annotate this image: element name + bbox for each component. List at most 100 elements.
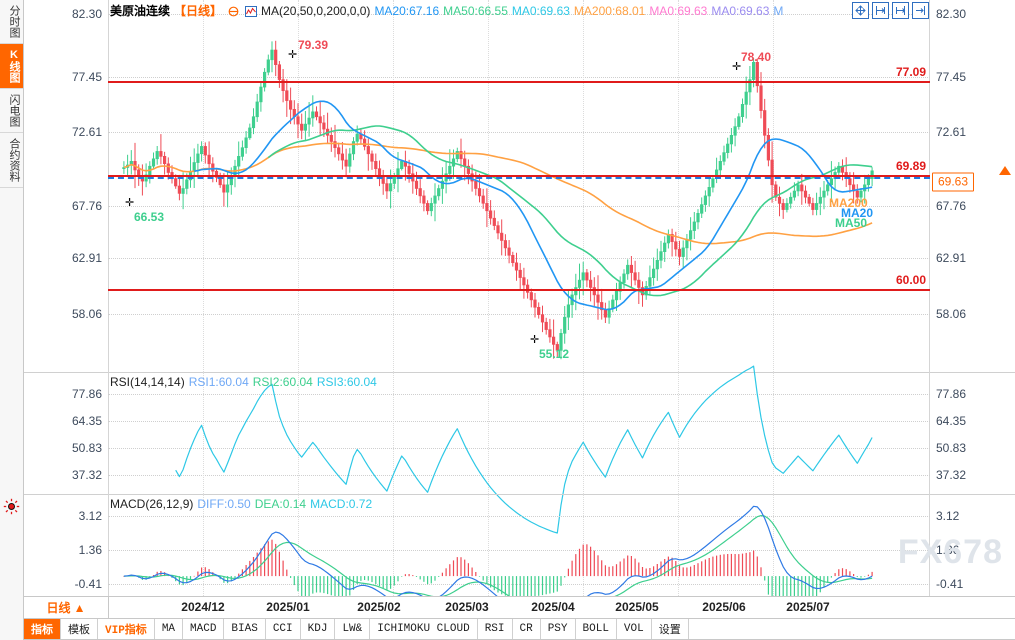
- time-label-1: 2025/01: [266, 600, 310, 614]
- macd-tick-left-0: 3.12: [78, 509, 102, 523]
- rsi-tick-left-2: 50.83: [71, 441, 102, 455]
- rsi-plot[interactable]: [108, 365, 930, 534]
- time-label-4: 2025/04: [531, 600, 575, 614]
- indicator-button-macd[interactable]: MACD: [183, 619, 225, 639]
- period-label[interactable]: 【日线】: [174, 4, 223, 18]
- indicator-button-lw[interactable]: LW&: [335, 619, 371, 639]
- price-tick-right-3: 67.76: [936, 199, 967, 213]
- rsi-gridline-1: [108, 421, 930, 422]
- price-axis-right: 82.30 77.45 72.61 67.76 62.91 58.06 69.6…: [930, 0, 1015, 372]
- indicator-button-ma[interactable]: MA: [155, 619, 184, 639]
- symbol-label[interactable]: 美原油连续: [110, 4, 171, 18]
- macd-series: [123, 505, 873, 637]
- price-gridline-0: [108, 14, 930, 15]
- rsi-vgrid-6: [773, 372, 774, 494]
- rsi-vgrid-0: [203, 372, 204, 494]
- time-label-6: 2025/06: [702, 600, 746, 614]
- macd-pane-frame: [108, 494, 930, 596]
- period-selector-label: 日线: [46, 601, 71, 615]
- time-axis: 日线 ▲ 2024/12 2025/01 2025/02 2025/03 202…: [24, 596, 1015, 619]
- macd-tick-right-1: 1.36: [936, 543, 960, 557]
- price-tick-left-0: 82.30: [71, 7, 102, 21]
- rsi-vgrid-3: [488, 372, 489, 494]
- price-tick-right-5: 58.06: [936, 307, 967, 321]
- price-plot[interactable]: 77.09 69.89 60.00 79.39 ✛ 78.40 ✛ 66.53 …: [108, 0, 930, 372]
- ma20-tag: MA20: [841, 206, 874, 220]
- macd-plot[interactable]: [108, 494, 930, 637]
- macd-vgrid-2: [393, 494, 394, 596]
- indicator-button-psy[interactable]: PSY: [541, 619, 576, 639]
- macd-gridline-1: [108, 550, 930, 551]
- indicator-button-boll[interactable]: BOLL: [576, 619, 617, 639]
- fit-left-icon[interactable]: [872, 2, 889, 19]
- rsi-tick-left-3: 37.32: [71, 468, 102, 482]
- fit-right-icon[interactable]: [892, 2, 909, 19]
- price-tick-right-4: 62.91: [936, 251, 967, 265]
- time-label-3: 2025/03: [445, 600, 489, 614]
- indicator-toolbar-filler: [689, 619, 1015, 639]
- price-vgrid-0: [203, 0, 204, 372]
- rsi-tick-right-3: 37.32: [936, 468, 967, 482]
- current-price-tag[interactable]: 69.63: [932, 172, 975, 192]
- price-gridline-2: [108, 132, 930, 133]
- indicator-button-[interactable]: 设置: [652, 619, 689, 639]
- crosshair-move-icon[interactable]: [852, 2, 869, 19]
- price-tick-right-1: 77.45: [936, 70, 967, 84]
- sidebar-item-kline[interactable]: K线图: [0, 44, 23, 89]
- price-vgrid-6: [773, 0, 774, 372]
- reference-label-60-00: 60.00: [895, 273, 926, 287]
- reference-line-60-00[interactable]: [108, 289, 930, 291]
- indicator-button-cci[interactable]: CCI: [266, 619, 301, 639]
- period-selector-button[interactable]: 日线 ▲: [24, 597, 109, 618]
- sidebar-item-timeshare[interactable]: 分时图: [0, 0, 23, 44]
- reference-label-77-09: 77.09: [895, 65, 926, 79]
- chart-main: 美原油连续 【日线】 MA(20,50,0,200,0,0) MA20:67.16 M…: [24, 0, 1015, 640]
- annotation-marker-55-12: ✛: [530, 334, 540, 346]
- rsi-pane: RSI(14,14,14) RSI1:60.04 RSI2:60.04 RSI3:60…: [24, 365, 1015, 534]
- indicator-button-vol[interactable]: VOL: [617, 619, 652, 639]
- macd-vgrid-0: [203, 494, 204, 596]
- macd-tick-right-2: -0.41: [936, 577, 964, 591]
- indicator-button-bias[interactable]: BIAS: [224, 619, 266, 639]
- annotation-marker-79-39: ✛: [288, 49, 298, 61]
- annotation-marker-66-53: ✛: [125, 197, 135, 209]
- rsi-vgrid-1: [298, 372, 299, 494]
- rsi-gridline-2: [108, 448, 930, 449]
- price-vgrid-5: [678, 0, 679, 372]
- indicator-button-kdj[interactable]: KDJ: [301, 619, 336, 639]
- price-tick-left-5: 58.06: [71, 307, 102, 321]
- macd-vgrid-5: [678, 494, 679, 596]
- price-vgrid-4: [583, 0, 584, 372]
- price-marker-arrow: [999, 166, 1011, 175]
- sidebar-item-contract-info[interactable]: 合约资料: [0, 133, 23, 188]
- macd-axis-right: 3.12 1.36 -0.41: [930, 494, 1015, 596]
- price-pane-frame: [108, 0, 930, 372]
- ma200-tag: MA200: [829, 196, 868, 210]
- indicator-button-[interactable]: 指标: [24, 619, 61, 639]
- price-gridline-5: [108, 314, 930, 315]
- rsi-gridline-0: [108, 394, 930, 395]
- sun-gear-icon[interactable]: [3, 498, 20, 515]
- price-pane: 美原油连续 【日线】 MA(20,50,0,200,0,0) MA20:67.16 M…: [24, 0, 1015, 372]
- annotation-marker-78-40: ✛: [732, 61, 742, 73]
- indicator-button-rsi[interactable]: RSI: [478, 619, 513, 639]
- chart-area: 美原油连续 【日线】 MA(20,50,0,200,0,0) MA20:67.16 M…: [24, 0, 1015, 637]
- macd-tick-right-0: 3.12: [936, 509, 960, 523]
- price-vgrid-2: [393, 0, 394, 372]
- rsi-axis-right: 77.86 64.35 50.83 37.32: [930, 372, 1015, 494]
- shift-right-icon[interactable]: [912, 2, 929, 19]
- indicator-button-[interactable]: 模板: [61, 619, 98, 639]
- sidebar-item-lightning[interactable]: 闪电图: [0, 89, 23, 133]
- price-tick-left-2: 72.61: [71, 125, 102, 139]
- indicator-button-ichimoku-cloud[interactable]: ICHIMOKU CLOUD: [370, 619, 478, 639]
- reference-line-69-89[interactable]: [108, 175, 930, 177]
- reference-line-77-09[interactable]: [108, 81, 930, 83]
- reference-label-69-89: 69.89: [895, 159, 926, 173]
- rsi-tick-right-0: 77.86: [936, 387, 967, 401]
- indicator-button-vip[interactable]: VIP指标: [98, 619, 155, 639]
- candlestick-series: [122, 40, 874, 360]
- indicator-button-cr[interactable]: CR: [513, 619, 541, 639]
- annotation-high-79-39: 79.39: [298, 38, 329, 52]
- chart-toolbar: [852, 2, 929, 19]
